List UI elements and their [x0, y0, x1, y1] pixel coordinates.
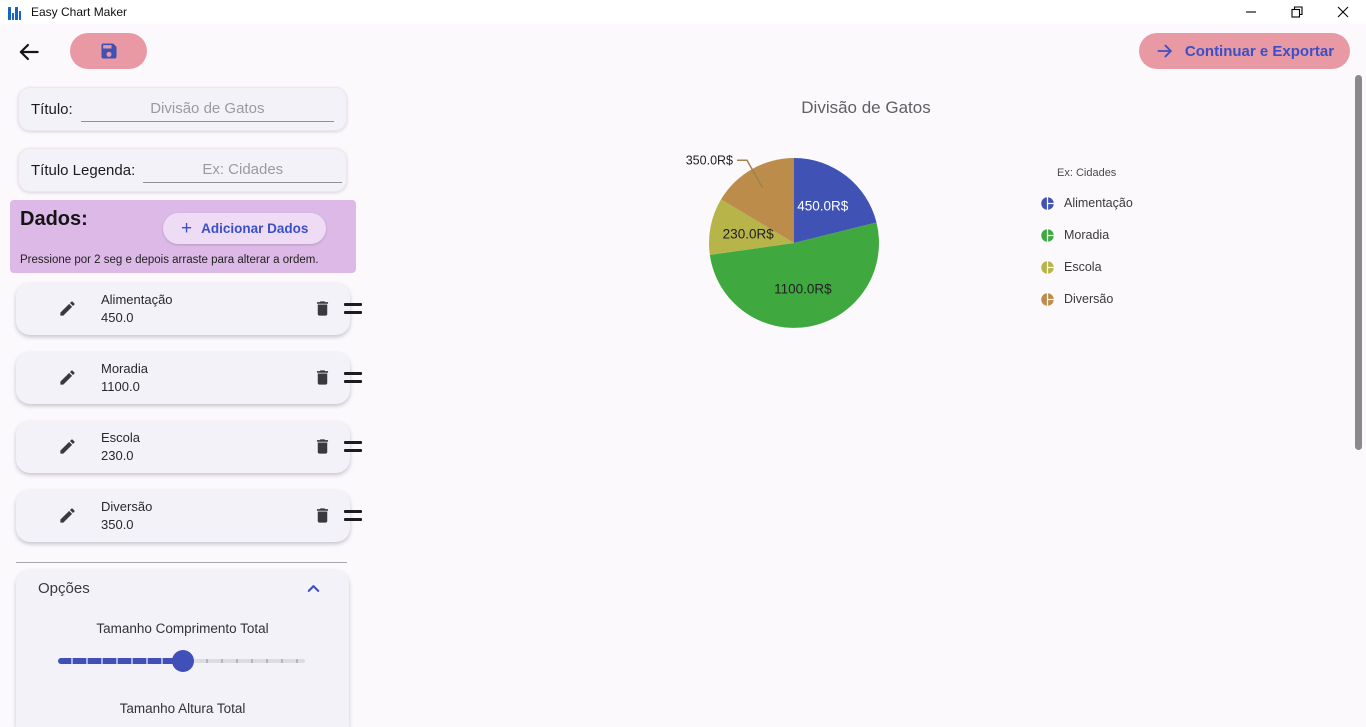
- data-item-value: 450.0: [101, 310, 134, 325]
- drag-handle-icon[interactable]: [344, 372, 362, 388]
- data-item-value: 230.0: [101, 448, 134, 463]
- restore-button[interactable]: [1274, 0, 1320, 24]
- pie-slice-0: [794, 158, 877, 243]
- edit-pencil-icon[interactable]: [58, 299, 77, 318]
- data-item-row[interactable]: Alimentação 450.0: [16, 283, 362, 335]
- chart-legend: Ex: Cidades Alimentação Moradia Escola D…: [1040, 167, 1200, 315]
- data-item-value: 350.0: [101, 517, 134, 532]
- legend-item: Moradia: [1040, 219, 1200, 251]
- scrollbar-thumb[interactable]: [1355, 75, 1362, 450]
- data-item-row[interactable]: Diversão 350.0: [16, 490, 362, 542]
- title-field-card: Título:: [18, 87, 347, 131]
- data-item-row[interactable]: Moradia 1100.0: [16, 352, 362, 404]
- drag-handle-icon[interactable]: [344, 303, 362, 319]
- legend-title-field-label: Título Legenda:: [31, 161, 136, 179]
- save-button[interactable]: [70, 33, 147, 69]
- pie-label-2: 230.0R$: [723, 226, 775, 241]
- drag-handle-icon[interactable]: [344, 441, 362, 457]
- edit-pencil-icon[interactable]: [58, 437, 77, 456]
- edit-pencil-icon[interactable]: [58, 506, 77, 525]
- pie-chart: 450.0R$ 1100.0R$ 230.0R$ 350.0R$: [686, 154, 879, 328]
- plus-icon: +: [181, 218, 193, 239]
- legend-item-label: Moradia: [1064, 228, 1110, 242]
- drag-handle-icon[interactable]: [344, 510, 362, 526]
- back-button[interactable]: [16, 39, 42, 65]
- pie-chart-icon: [1041, 292, 1054, 306]
- close-icon: [1337, 6, 1349, 18]
- pie-slice-1: [709, 222, 879, 328]
- dados-header: Dados:: [20, 208, 88, 230]
- options-panel: Opções Tamanho Comprimento Total Tamanho…: [16, 570, 349, 727]
- dados-hint: Pressione por 2 seg e depois arraste par…: [20, 254, 319, 266]
- legend-item-label: Diversão: [1064, 292, 1114, 306]
- forward-arrow-icon: [1157, 44, 1172, 58]
- dados-section: Dados: + Adicionar Dados Pressione por 2…: [10, 200, 356, 273]
- pie-chart-icon: [1041, 260, 1054, 274]
- delete-trash-icon[interactable]: [313, 506, 332, 525]
- legend-item: Diversão: [1040, 283, 1200, 315]
- chevron-up-icon[interactable]: [304, 579, 323, 598]
- pie-slice-3: [721, 158, 794, 243]
- chart-title: Divisão de Gatos: [801, 98, 931, 117]
- data-item-name: Diversão: [101, 499, 153, 514]
- data-item-name: Moradia: [101, 361, 148, 376]
- legend-item: Alimentação: [1040, 187, 1200, 219]
- legend-title: Ex: Cidades: [1057, 167, 1117, 179]
- back-arrow-icon: [19, 43, 39, 61]
- continue-export-button[interactable]: Continuar e Exportar: [1139, 33, 1350, 69]
- pie-label-0: 450.0R$: [797, 199, 849, 214]
- edit-pencil-icon[interactable]: [58, 368, 77, 387]
- pie-label-3: 350.0R$: [686, 154, 733, 168]
- add-data-label: Adicionar Dados: [201, 221, 309, 236]
- add-data-button[interactable]: + Adicionar Dados: [163, 213, 327, 244]
- pie-slice-2: [708, 199, 794, 255]
- data-item-row[interactable]: Escola 230.0: [16, 421, 362, 473]
- data-item-name: Escola: [101, 430, 141, 445]
- pie-label-1: 1100.0R$: [774, 281, 832, 296]
- delete-trash-icon[interactable]: [313, 437, 332, 456]
- height-slider-label: Tamanho Altura Total: [119, 701, 246, 716]
- width-slider[interactable]: [58, 649, 305, 673]
- delete-trash-icon[interactable]: [313, 299, 332, 318]
- section-divider: [16, 562, 347, 563]
- window-title: Easy Chart Maker: [31, 5, 128, 19]
- slider-active-track[interactable]: [58, 658, 183, 664]
- title-input[interactable]: [80, 96, 334, 122]
- pie-label-leader-line: [737, 159, 764, 188]
- legend-item-label: Alimentação: [1064, 196, 1133, 210]
- data-item-value: 1100.0: [101, 379, 140, 394]
- continue-export-label: Continuar e Exportar: [1184, 42, 1335, 60]
- slider-thumb[interactable]: [171, 650, 194, 672]
- legend-item-label: Escola: [1064, 260, 1102, 274]
- title-field-label: Título:: [31, 100, 73, 118]
- legend-title-input[interactable]: [143, 157, 343, 183]
- restore-icon: [1291, 6, 1303, 18]
- pie-chart-icon: [1041, 196, 1054, 210]
- width-slider-label: Tamanho Comprimento Total: [96, 621, 269, 636]
- legend-title-field-card: Título Legenda:: [18, 148, 347, 192]
- data-item-name: Alimentação: [101, 292, 173, 307]
- delete-trash-icon[interactable]: [313, 368, 332, 387]
- minimize-button[interactable]: [1228, 0, 1274, 24]
- options-header: Opções: [38, 580, 90, 597]
- app-logo-barchart-icon: [8, 5, 23, 20]
- close-button[interactable]: [1320, 0, 1366, 24]
- save-floppy-icon: [101, 43, 116, 59]
- legend-item: Escola: [1040, 251, 1200, 283]
- pie-chart-icon: [1041, 228, 1054, 242]
- window-titlebar: Easy Chart Maker: [0, 0, 1366, 24]
- minimize-icon: [1246, 11, 1256, 13]
